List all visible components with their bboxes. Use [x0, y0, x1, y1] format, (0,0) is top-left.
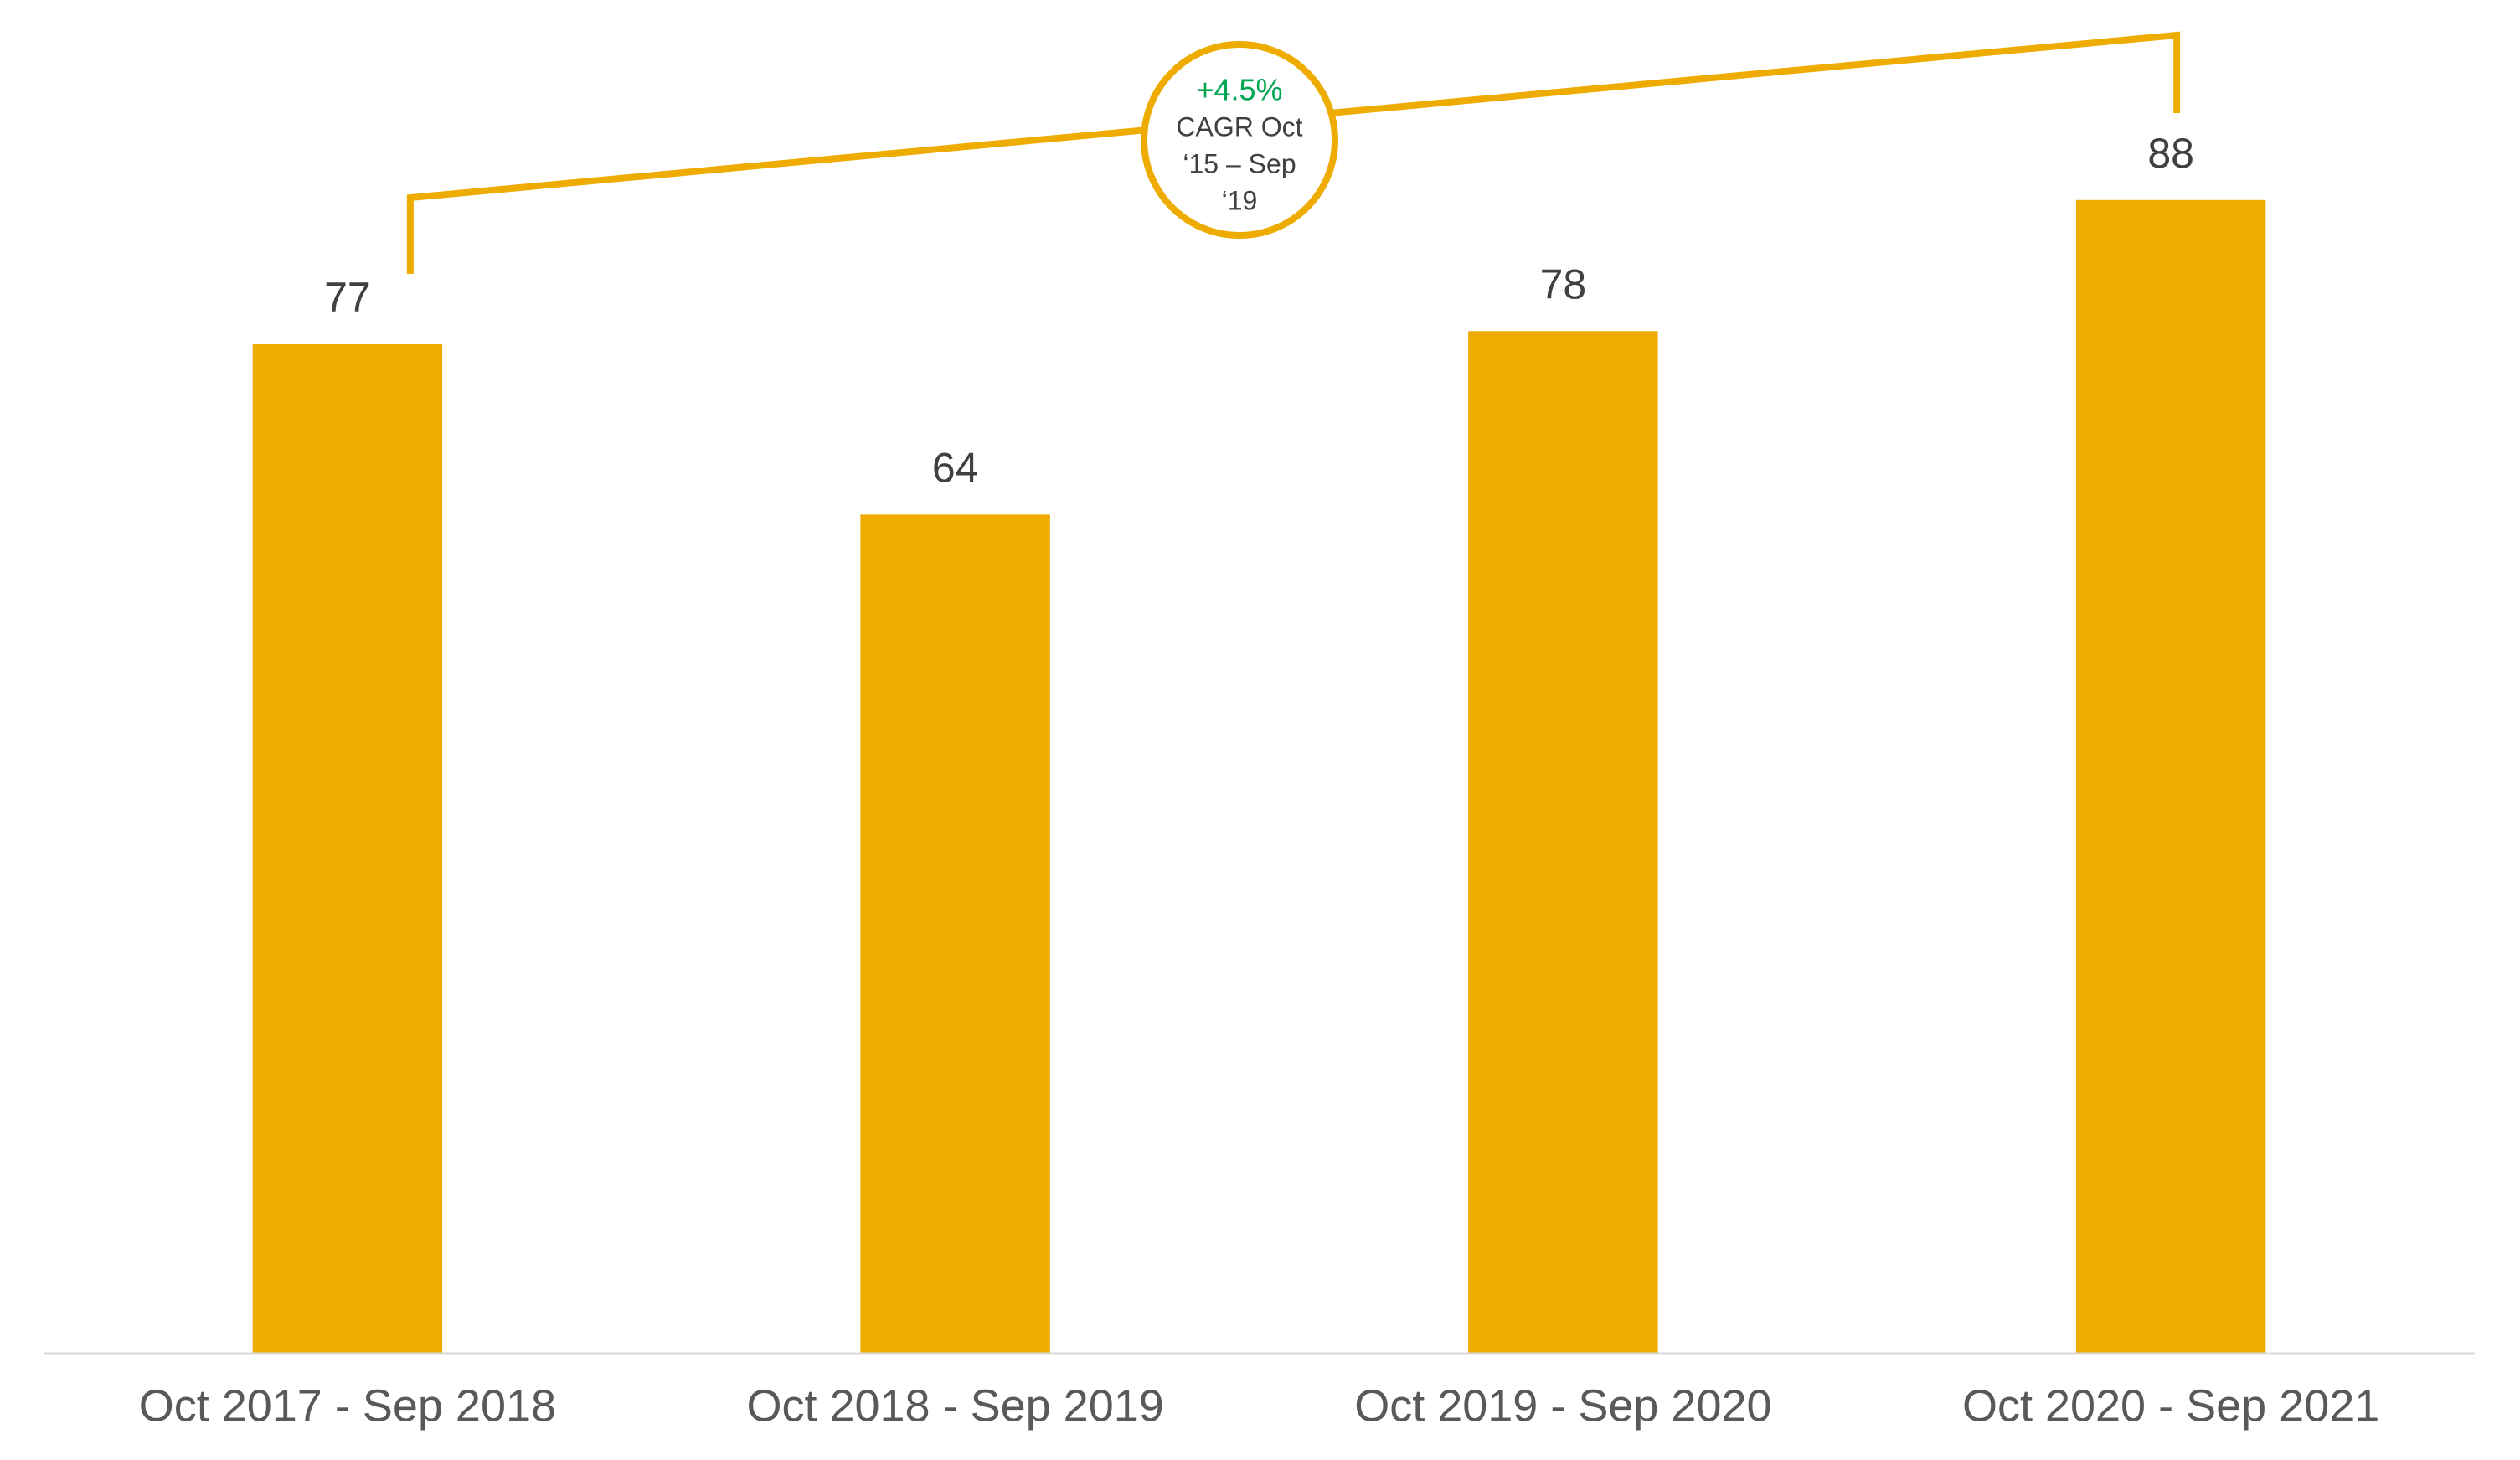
cagr-text: CAGR Oct — [1176, 111, 1302, 142]
value-label: 78 — [1540, 261, 1587, 308]
cagr-text: ‘19 — [1222, 185, 1258, 215]
x-tick-label: Oct 2018 - Sep 2019 — [746, 1380, 1163, 1431]
value-label: 64 — [932, 445, 979, 492]
cagr-text: +4.5% — [1196, 73, 1282, 107]
x-tick-label: Oct 2019 - Sep 2020 — [1354, 1380, 1771, 1431]
cagr-text: ‘15 – Sep — [1183, 148, 1296, 178]
bar — [860, 514, 1050, 1354]
bar — [252, 343, 443, 1354]
bar — [2075, 199, 2266, 1354]
x-tick-label: Oct 2017 - Sep 2018 — [139, 1380, 556, 1431]
value-label: 77 — [324, 274, 371, 321]
cagr-bubble — [1141, 41, 1338, 239]
bar — [1468, 331, 1658, 1354]
value-label: 88 — [2147, 130, 2194, 177]
x-tick-label: Oct 2020 - Sep 2021 — [1962, 1380, 2379, 1431]
